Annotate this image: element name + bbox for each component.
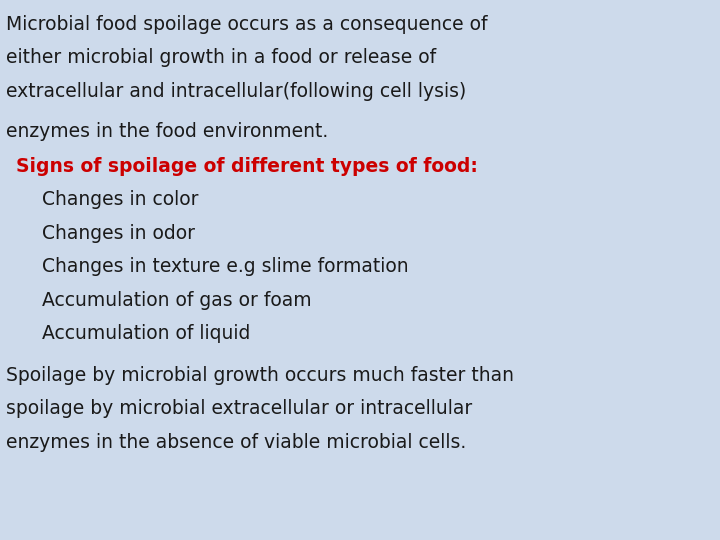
Text: spoilage by microbial extracellular or intracellular: spoilage by microbial extracellular or i… [6, 399, 472, 418]
Text: either microbial growth in a food or release of: either microbial growth in a food or rel… [6, 48, 436, 68]
Text: Accumulation of gas or foam: Accumulation of gas or foam [42, 291, 311, 310]
Text: enzymes in the food environment.: enzymes in the food environment. [6, 122, 328, 141]
Text: Signs of spoilage of different types of food:: Signs of spoilage of different types of … [16, 157, 477, 176]
Text: Changes in color: Changes in color [42, 190, 198, 210]
Text: extracellular and intracellular(following cell lysis): extracellular and intracellular(followin… [6, 82, 466, 101]
Text: Microbial food spoilage occurs as a consequence of: Microbial food spoilage occurs as a cons… [6, 15, 487, 34]
Text: Changes in texture e.g slime formation: Changes in texture e.g slime formation [42, 257, 408, 276]
Text: Spoilage by microbial growth occurs much faster than: Spoilage by microbial growth occurs much… [6, 366, 514, 385]
Text: Accumulation of liquid: Accumulation of liquid [42, 324, 250, 343]
Text: Changes in odor: Changes in odor [42, 224, 194, 243]
Text: enzymes in the absence of viable microbial cells.: enzymes in the absence of viable microbi… [6, 433, 466, 452]
